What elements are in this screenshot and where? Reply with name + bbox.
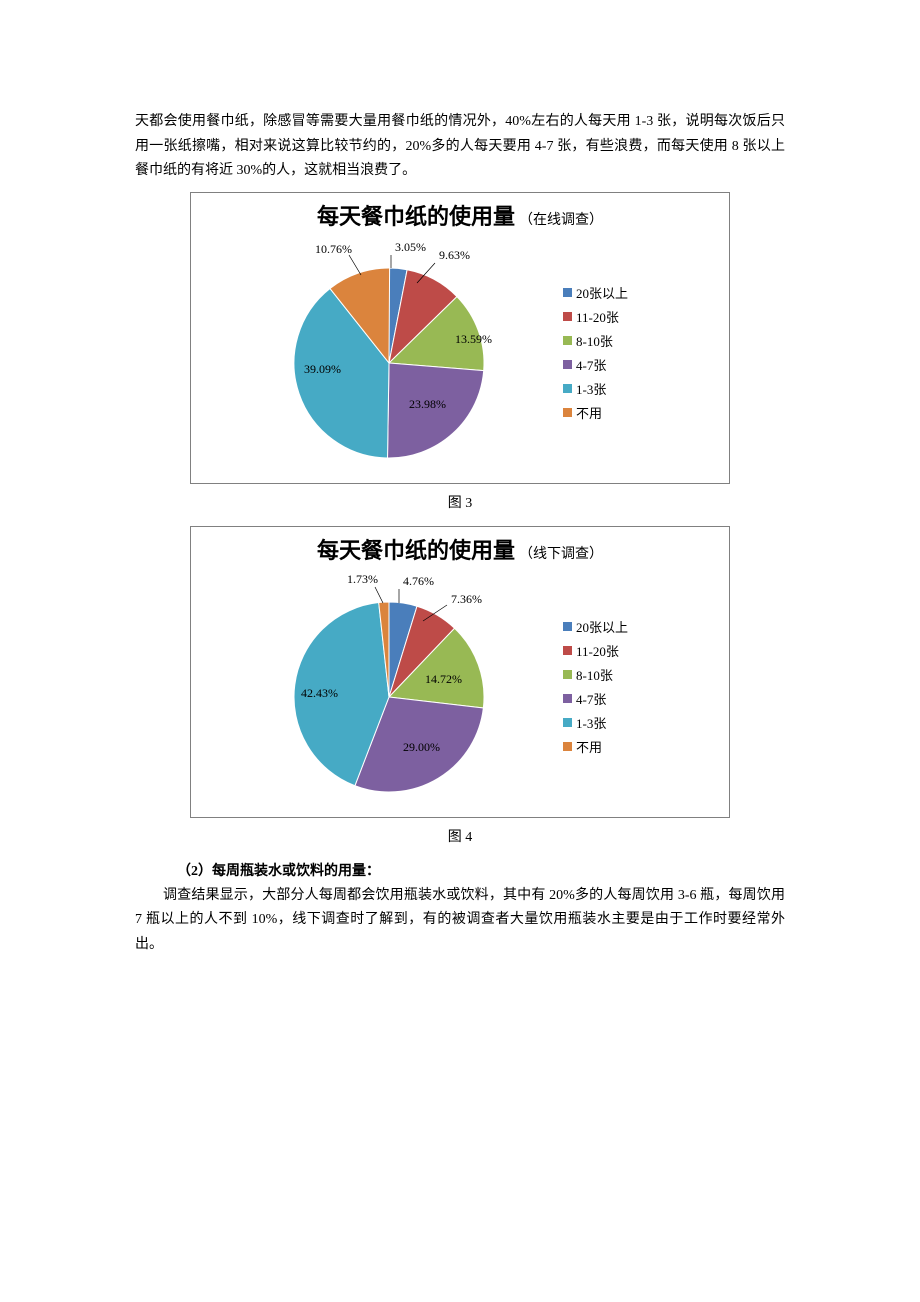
legend-swatch: [563, 336, 572, 345]
slice-label: 1.73%: [347, 572, 378, 586]
section-2-heading: （2）每周瓶装水或饮料的用量：: [135, 860, 785, 880]
chart-1-caption: 图 3: [135, 492, 785, 512]
leader-line: [349, 255, 361, 275]
chart-1-pie: 3.05% 9.63% 13.59% 23.98% 39.09% 10.76%: [199, 233, 559, 473]
slice-label: 39.09%: [304, 362, 341, 376]
legend-swatch: [563, 288, 572, 297]
legend-label: 不用: [576, 403, 602, 422]
legend-swatch: [563, 742, 572, 751]
legend-item: 8-10张: [563, 665, 721, 684]
slice-label: 4.76%: [403, 574, 434, 588]
chart-2-pie: 4.76% 7.36% 14.72% 29.00% 42.43% 1.73%: [199, 567, 559, 807]
legend-item: 11-20张: [563, 307, 721, 326]
slice-label: 10.76%: [315, 242, 352, 256]
section-2-paragraph: 调查结果显示，大部分人每周都会饮用瓶装水或饮料，其中有 20%多的人每周饮用 3…: [135, 884, 785, 958]
chart-1-title-row: 每天餐巾纸的使用量 （在线调查）: [191, 193, 729, 233]
legend-swatch: [563, 622, 572, 631]
chart-2-container: 每天餐巾纸的使用量 （线下调查） 4.76%7.36%14.72%29.00%4…: [190, 526, 730, 818]
chart-2-caption: 图 4: [135, 826, 785, 846]
legend-swatch: [563, 408, 572, 417]
legend-item: 1-3张: [563, 379, 721, 398]
slice-label: 42.43%: [301, 686, 338, 700]
legend-item: 1-3张: [563, 713, 721, 732]
legend-swatch: [563, 670, 572, 679]
legend-label: 1-3张: [576, 713, 606, 732]
chart-2-legend: 20张以上 11-20张 8-10张 4-7张 1-3张不用: [559, 612, 721, 761]
chart-1-title-sub: （在线调查）: [519, 213, 603, 228]
legend-swatch: [563, 646, 572, 655]
chart-1-body: 3.05% 9.63% 13.59% 23.98% 39.09% 10.76% 20张以上…: [191, 233, 729, 483]
slice-label: 9.63%: [439, 248, 470, 262]
leader-line: [375, 587, 383, 603]
legend-item: 20张以上: [563, 283, 721, 302]
legend-swatch: [563, 312, 572, 321]
chart-2-body: 4.76% 7.36% 14.72% 29.00% 42.43% 1.73% 20张以上 1…: [191, 567, 729, 817]
legend-swatch: [563, 694, 572, 703]
legend-label: 不用: [576, 737, 602, 756]
legend-item: 不用: [563, 737, 721, 756]
legend-label: 11-20张: [576, 307, 619, 326]
legend-label: 8-10张: [576, 665, 613, 684]
legend-item: 4-7张: [563, 689, 721, 708]
legend-swatch: [563, 360, 572, 369]
slice-label: 3.05%: [395, 240, 426, 254]
legend-item: 11-20张: [563, 641, 721, 660]
legend-label: 4-7张: [576, 355, 606, 374]
document-page: 天都会使用餐巾纸，除感冒等需要大量用餐巾纸的情况外，40%左右的人每天用 1-3…: [0, 0, 920, 1017]
slice-label: 14.72%: [425, 672, 462, 686]
legend-label: 11-20张: [576, 641, 619, 660]
legend-item: 20张以上: [563, 617, 721, 636]
legend-item: 不用: [563, 403, 721, 422]
slice-label: 23.98%: [409, 397, 446, 411]
slice-label: 29.00%: [403, 740, 440, 754]
chart-1-container: 每天餐巾纸的使用量 （在线调查） 3.05%9.63%13.59%23.98%3…: [190, 192, 730, 484]
legend-item: 4-7张: [563, 355, 721, 374]
legend-label: 1-3张: [576, 379, 606, 398]
legend-swatch: [563, 384, 572, 393]
intro-paragraph: 天都会使用餐巾纸，除感冒等需要大量用餐巾纸的情况外，40%左右的人每天用 1-3…: [135, 110, 785, 184]
slice-label: 13.59%: [455, 332, 492, 346]
chart-1-legend: 20张以上 11-20张 8-10张 4-7张 1-3张不用: [559, 278, 721, 427]
chart-2-title-main: 每天餐巾纸的使用量: [317, 538, 515, 563]
legend-label: 20张以上: [576, 617, 628, 636]
chart-2-title-sub: （线下调查）: [519, 547, 603, 562]
legend-label: 8-10张: [576, 331, 613, 350]
slice-label: 7.36%: [451, 592, 482, 606]
chart-2-title-row: 每天餐巾纸的使用量 （线下调查）: [191, 527, 729, 567]
legend-swatch: [563, 718, 572, 727]
legend-label: 4-7张: [576, 689, 606, 708]
chart-1-title-main: 每天餐巾纸的使用量: [317, 204, 515, 229]
legend-label: 20张以上: [576, 283, 628, 302]
legend-item: 8-10张: [563, 331, 721, 350]
